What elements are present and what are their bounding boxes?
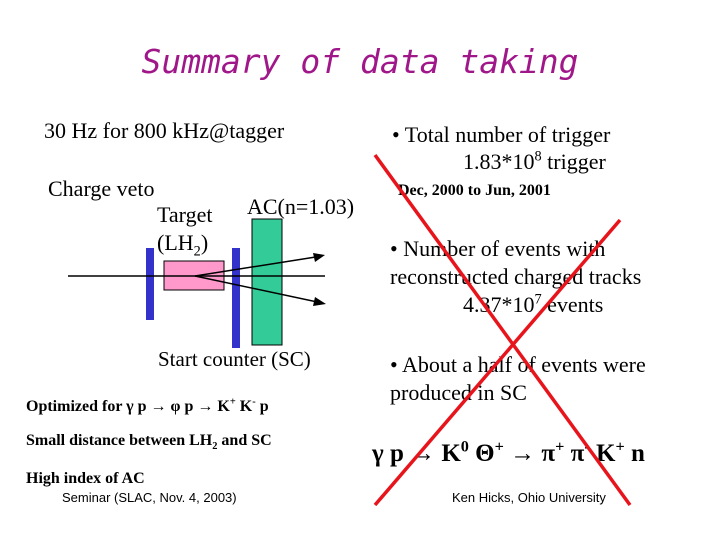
cross-line-2 bbox=[373, 218, 622, 507]
start-counter bbox=[232, 248, 240, 348]
charge-veto-label: Charge veto bbox=[48, 176, 155, 201]
aerogel-counter bbox=[251, 218, 283, 346]
rate-text: 30 Hz for 800 kHz@tagger bbox=[44, 118, 285, 143]
small-distance-text: Small distance between LH2 and SC bbox=[26, 432, 272, 453]
events-line2: reconstructed charged tracks bbox=[390, 264, 642, 289]
cross-line-1 bbox=[373, 153, 632, 507]
optimized-text: Optimized for γ p → φ p → K+ K- p bbox=[26, 396, 269, 415]
total-trigger-label: • Total number of trigger bbox=[392, 122, 611, 147]
arrowhead-up bbox=[313, 253, 325, 262]
footer-seminar: Seminar (SLAC, Nov. 4, 2003) bbox=[62, 490, 237, 505]
target-label: Target bbox=[157, 202, 213, 227]
events-line1: • Number of events with bbox=[390, 236, 606, 261]
arrowhead-down bbox=[313, 297, 326, 306]
lh2-label: (LH2) bbox=[157, 230, 209, 260]
reaction-equation: γ p → K0 Θ+ → π+ π- K+ n bbox=[372, 437, 645, 467]
charge-veto-counter bbox=[146, 248, 154, 320]
page-title: Summary of data taking bbox=[141, 42, 579, 81]
data-period: Dec, 2000 to Jun, 2001 bbox=[398, 182, 551, 199]
track-down bbox=[194, 275, 323, 304]
high-index-text: High index of AC bbox=[26, 470, 145, 487]
start-counter-label: Start counter (SC) bbox=[158, 347, 311, 371]
ac-label: AC(n=1.03) bbox=[247, 194, 355, 219]
half-events-line2: produced in SC bbox=[390, 380, 527, 405]
total-trigger-value: 1.83*108 trigger bbox=[463, 148, 606, 174]
footer-author: Ken Hicks, Ohio University bbox=[452, 490, 606, 505]
track-up bbox=[194, 255, 323, 277]
half-events-line1: • About a half of events were bbox=[390, 352, 646, 377]
